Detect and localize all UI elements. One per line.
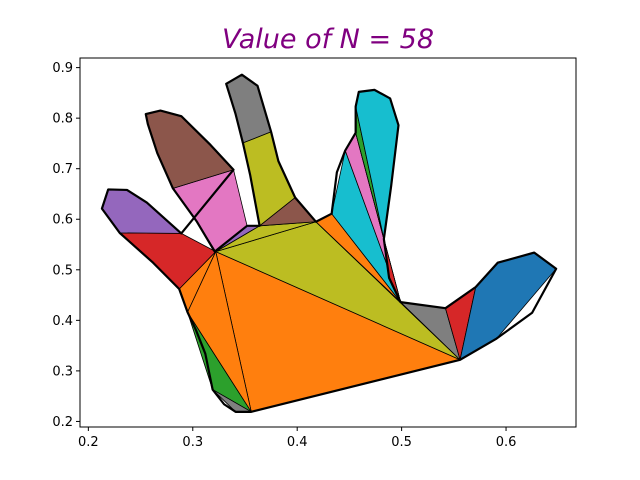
axes-frame — [79, 57, 577, 428]
x-tick-label: 0.3 — [182, 435, 203, 450]
y-tick-label: 0.2 — [52, 415, 73, 430]
axes: 0.2 0.3 0.4 0.5 0.6 0.2 0.3 0.4 0.5 0.6 0.7 0.8 0.9 — [52, 57, 577, 450]
x-tick-label: 0.6 — [496, 435, 517, 450]
y-tick-label: 0.7 — [52, 162, 73, 177]
x-tick-label: 0.5 — [391, 435, 412, 450]
y-tick-label: 0.3 — [52, 364, 73, 379]
y-tick-label: 0.8 — [52, 112, 73, 127]
chart-title: Value of N = 58 — [222, 24, 434, 55]
triangle-5 — [187, 251, 252, 413]
plot-area — [100, 73, 558, 413]
x-tick-label: 0.2 — [78, 435, 99, 450]
x-tick-label: 0.4 — [287, 435, 308, 450]
y-tick-label: 0.9 — [52, 61, 73, 76]
y-tick-label: 0.6 — [52, 213, 73, 228]
polygon-outline — [100, 73, 558, 413]
y-tick-label: 0.5 — [52, 263, 73, 278]
y-tick-label: 0.4 — [52, 314, 73, 329]
